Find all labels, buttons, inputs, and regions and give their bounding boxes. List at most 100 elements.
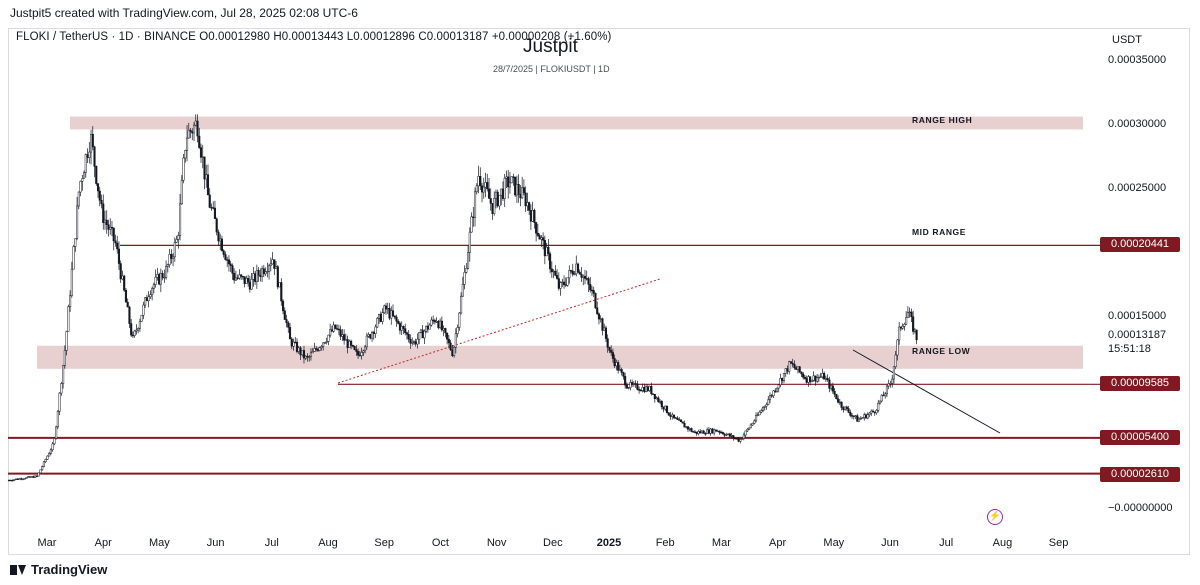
candle-body [416, 338, 419, 345]
candle-body [606, 338, 609, 348]
candle [109, 218, 112, 235]
candle [779, 373, 782, 388]
candle [770, 393, 773, 398]
candle [199, 143, 203, 163]
candle [587, 276, 590, 293]
candle-body [552, 270, 555, 273]
chart-frame[interactable] [8, 28, 1190, 555]
candle [412, 340, 415, 345]
candle [489, 188, 492, 211]
candle [512, 173, 515, 186]
candle-body [245, 278, 248, 284]
price-tick-label: 0.00015000 [1108, 310, 1166, 322]
candle [487, 177, 491, 199]
watermark-title: Justpit [523, 36, 578, 57]
candle-body [423, 330, 426, 339]
candle [542, 232, 545, 250]
candle [117, 241, 121, 270]
candle-body [419, 329, 422, 333]
candle-body [168, 253, 171, 266]
candle [245, 275, 248, 284]
candle [852, 415, 855, 420]
candle-body [41, 466, 44, 471]
candle-body [28, 476, 31, 478]
candle-body [313, 348, 316, 352]
candle [873, 411, 876, 416]
candle [437, 319, 440, 330]
candle [330, 325, 333, 333]
candle [25, 477, 28, 479]
candle-body [522, 187, 525, 194]
candle-body [203, 156, 206, 180]
candle [224, 251, 227, 261]
candle-body [891, 378, 894, 384]
candle-body [711, 428, 714, 434]
candle-body [14, 478, 18, 480]
candle-body [660, 401, 663, 408]
candle-body [144, 297, 147, 306]
candle-body [51, 443, 54, 451]
candle-body [138, 321, 141, 329]
candle-body [102, 203, 105, 223]
candle-body [709, 428, 712, 434]
candle-body [34, 475, 37, 478]
candle [131, 331, 134, 339]
candle [915, 329, 918, 345]
trendlines [337, 278, 1001, 434]
candle-body [618, 369, 621, 371]
candle [742, 432, 745, 441]
candle-body [404, 328, 407, 333]
candle-body [854, 415, 857, 417]
candle [362, 349, 365, 357]
candle [791, 358, 794, 368]
candle [341, 328, 344, 341]
candle [557, 272, 560, 291]
candle [590, 285, 594, 296]
candle-body [653, 393, 656, 400]
candle [53, 436, 56, 446]
candle-body [700, 430, 703, 434]
price-tick-label: 0.00035000 [1108, 54, 1166, 66]
candle [262, 264, 265, 278]
candle [805, 375, 808, 384]
candle-body [304, 355, 307, 359]
candle [435, 317, 438, 323]
candle [158, 272, 161, 286]
candle-body [254, 273, 257, 282]
candle [156, 267, 159, 281]
candle [835, 393, 838, 400]
candle-body [72, 246, 75, 270]
candle [601, 317, 604, 336]
candle-body [292, 341, 295, 347]
candle-body [669, 414, 672, 417]
candle-body [915, 329, 918, 341]
tradingview-logo[interactable]: TradingView [10, 562, 107, 577]
candle-body [793, 364, 796, 368]
candle-body [550, 268, 553, 272]
candle-body [576, 263, 580, 273]
high-value: H0.00013443 [273, 31, 344, 43]
candle-body [912, 316, 915, 332]
candle-body [519, 193, 522, 199]
candle [634, 380, 637, 388]
candle [549, 251, 552, 274]
candle [896, 339, 899, 361]
candle [187, 122, 190, 139]
candle [95, 165, 98, 186]
candle-body [395, 316, 398, 322]
candle-body [98, 190, 101, 201]
candle-body [379, 314, 382, 322]
candle [357, 348, 360, 359]
candle [353, 345, 356, 351]
candle-body [716, 430, 719, 433]
candle [206, 164, 210, 196]
lightning-icon[interactable]: ⚡ [987, 509, 1003, 525]
candle-body [346, 339, 349, 348]
candle-body [847, 408, 850, 413]
candle-body [369, 334, 372, 339]
candle [486, 173, 489, 192]
candle [278, 282, 281, 288]
candle [327, 334, 330, 346]
candle-body [760, 410, 763, 413]
